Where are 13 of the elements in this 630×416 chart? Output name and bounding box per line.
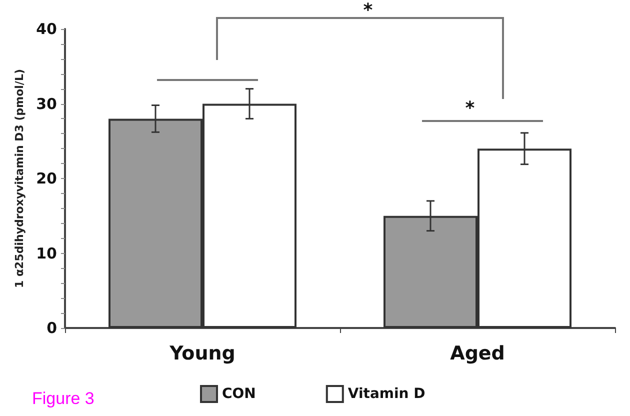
y-tick-label: 30 [36, 94, 57, 113]
legend-label: CON [222, 386, 256, 402]
y-axis-title: 1 α25dihydroxyvitamin D3 (pmol/L) [13, 69, 26, 288]
legend-label: Vitamin D [348, 386, 426, 402]
x-tick-label: Aged [450, 342, 505, 364]
text: * [363, 0, 374, 21]
y-tick-label: 20 [36, 170, 57, 188]
y-tick-label: 40 [36, 20, 57, 38]
y-tick-label: 0 [46, 319, 57, 337]
x-tick-label: Young [168, 342, 236, 364]
caption: Figure 3 [32, 389, 94, 408]
annotation: * [465, 98, 476, 119]
y-tick-label: 10 [36, 244, 57, 262]
